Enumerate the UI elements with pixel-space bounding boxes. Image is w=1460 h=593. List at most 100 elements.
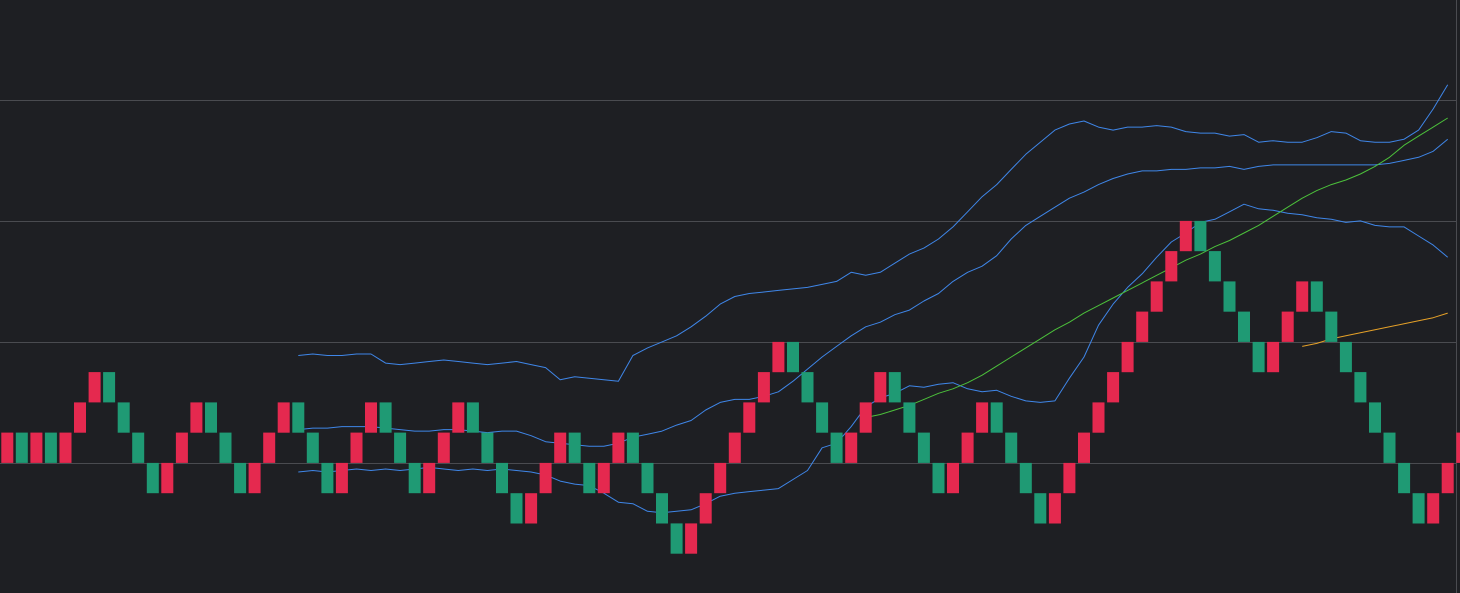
down-brick [1339,341,1352,373]
up-brick [539,462,552,494]
up-brick [1427,493,1440,524]
up-brick [1456,432,1460,463]
bollinger-upper-line [298,84,1449,382]
up-brick [859,402,872,433]
down-brick [1194,220,1207,252]
up-brick [437,432,450,463]
up-brick [772,341,785,373]
down-brick [103,372,116,403]
down-brick [292,402,305,433]
up-brick [263,432,276,463]
up-brick [59,432,72,463]
down-brick [379,402,392,433]
up-brick [1179,220,1192,252]
up-brick [1107,372,1120,403]
down-brick [670,523,683,554]
down-brick [1238,311,1250,342]
down-brick [888,372,901,403]
brick-layer [1,220,1460,554]
down-brick [234,462,247,494]
up-brick [30,432,43,463]
down-brick [1310,281,1323,312]
up-brick [175,432,188,463]
up-brick [1048,493,1061,524]
up-brick [685,523,698,554]
up-brick [976,402,989,433]
down-brick [626,432,639,463]
down-brick [44,432,57,463]
up-brick [874,372,887,403]
up-brick [423,462,436,494]
down-brick [801,372,814,403]
up-brick [1296,281,1309,312]
down-brick [15,432,28,463]
down-brick [1034,493,1047,524]
down-brick [510,493,523,524]
down-brick [117,402,130,433]
down-brick [132,432,145,463]
up-brick [714,462,727,494]
down-brick [496,462,508,494]
up-brick [1121,341,1134,373]
down-brick [990,402,1003,433]
up-brick [248,462,261,494]
up-brick [1136,311,1149,342]
up-brick [597,462,610,494]
down-brick [1398,462,1411,494]
up-brick [190,402,203,433]
up-brick [743,402,756,433]
up-brick [88,372,101,403]
down-brick [1208,251,1221,282]
down-brick [408,462,421,494]
down-brick [394,432,407,463]
down-brick [903,402,916,433]
up-brick [277,402,290,433]
down-brick [1005,432,1018,463]
up-brick [757,372,770,403]
up-brick [161,462,174,494]
down-brick [917,432,930,463]
up-brick [728,432,741,463]
up-brick [699,493,712,524]
down-brick [1019,462,1032,494]
down-brick [1325,311,1338,342]
up-brick [612,432,625,463]
down-brick [219,432,232,463]
up-brick [1165,251,1178,282]
down-brick [466,402,479,433]
down-brick [830,432,843,463]
down-brick [205,402,217,433]
down-brick [641,462,654,494]
up-brick [1150,281,1163,312]
up-brick [525,493,538,524]
up-brick [947,462,959,494]
moving-average-fast-line [865,117,1448,418]
down-brick [1412,493,1425,524]
down-brick [656,493,668,524]
down-brick [1354,372,1367,403]
up-brick [74,402,86,433]
down-brick [146,462,159,494]
up-brick [1063,462,1076,494]
down-brick [1383,432,1396,463]
up-brick [350,432,363,463]
up-brick [452,402,465,433]
up-brick [365,402,377,433]
up-brick [1092,402,1105,433]
up-brick [1267,341,1280,373]
down-brick [481,432,494,463]
down-brick [1223,281,1236,312]
bollinger-middle-line [298,138,1449,447]
down-brick [816,402,829,433]
up-brick [1,432,14,463]
bollinger-lower-line [298,203,1449,514]
down-brick [1369,402,1381,433]
up-brick [1078,432,1090,463]
down-brick [932,462,945,494]
indicator-layer [298,84,1449,514]
down-brick [568,432,581,463]
